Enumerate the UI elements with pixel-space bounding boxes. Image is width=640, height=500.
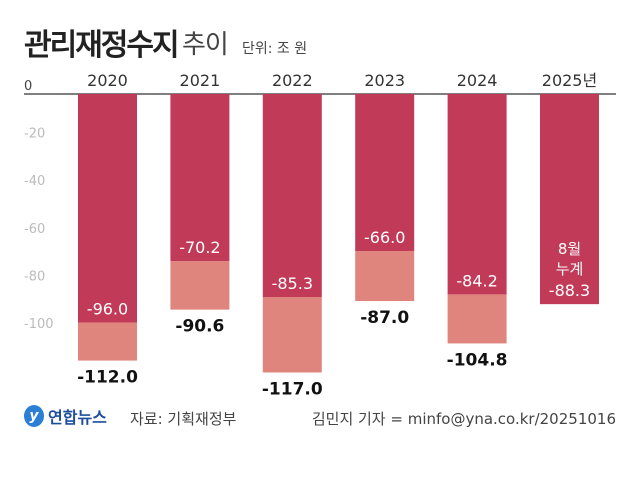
- chart-title-suffix: 추이: [182, 30, 229, 60]
- bar-total-segment: [170, 261, 230, 310]
- x-tick-label: 2022: [272, 71, 313, 90]
- bar-primary-segment: [447, 94, 507, 295]
- bar-primary-segment: [355, 94, 415, 252]
- logo-text: 연합뉴스: [48, 408, 107, 427]
- y-tick-label: -80: [24, 269, 45, 284]
- credit-text: 김민지 기자 = minfo@yna.co.kr/20251016: [311, 410, 616, 428]
- y-tick-label: 0: [24, 79, 32, 94]
- bar-value-label: -88.3: [549, 281, 590, 300]
- bar-total-label: -90.6: [175, 317, 224, 337]
- bar-total-segment: [78, 322, 137, 361]
- source-text: 자료: 기획재정부: [130, 410, 237, 428]
- bar-primary-segment: [262, 94, 322, 298]
- yonhap-logo: y 연합뉴스: [24, 404, 107, 428]
- x-tick-label: 2021: [180, 71, 221, 90]
- bar-chart: 0 -20 -40 -60 -80 -100 2020 -112.0 -96.0 2021 -90.…: [24, 71, 616, 399]
- y-tick-label: -100: [24, 317, 54, 332]
- bar-total-label: -112.0: [77, 368, 138, 388]
- bar-total-segment: [262, 297, 322, 373]
- x-tick-label: 2025년: [542, 71, 597, 90]
- bar-value-label: -84.2: [456, 271, 497, 290]
- x-tick-label: 2023: [364, 71, 405, 90]
- x-tick-label: 2024: [457, 71, 498, 90]
- bar-value-label: -70.2: [179, 238, 220, 257]
- bar-total-label: -117.0: [262, 379, 323, 399]
- bar-value-label: -85.3: [272, 274, 313, 293]
- yonhap-logo-icon: y: [24, 405, 44, 427]
- bar-total-label: -104.8: [447, 350, 508, 370]
- x-tick-label: 2020: [87, 71, 128, 90]
- bar-total-segment: [355, 251, 415, 302]
- unit-label: 단위: 조 원: [242, 41, 308, 57]
- bar-total-label: -87.0: [360, 308, 409, 328]
- bar-value-label: -96.0: [87, 299, 128, 318]
- bar-primary-segment: [170, 94, 230, 262]
- bar-primary-segment: [78, 94, 137, 323]
- bar-primary-segment: [540, 94, 599, 305]
- bar-total-segment: [447, 294, 507, 344]
- y-tick-label: -60: [24, 222, 45, 237]
- bar-annotation: 8월: [558, 240, 581, 258]
- bar-annotation: 누계: [556, 260, 584, 278]
- y-tick-label: -20: [24, 127, 45, 142]
- bar-value-label: -66.0: [364, 228, 405, 247]
- y-tick-label: -40: [24, 174, 45, 189]
- chart-title: 관리재정수지: [24, 28, 180, 63]
